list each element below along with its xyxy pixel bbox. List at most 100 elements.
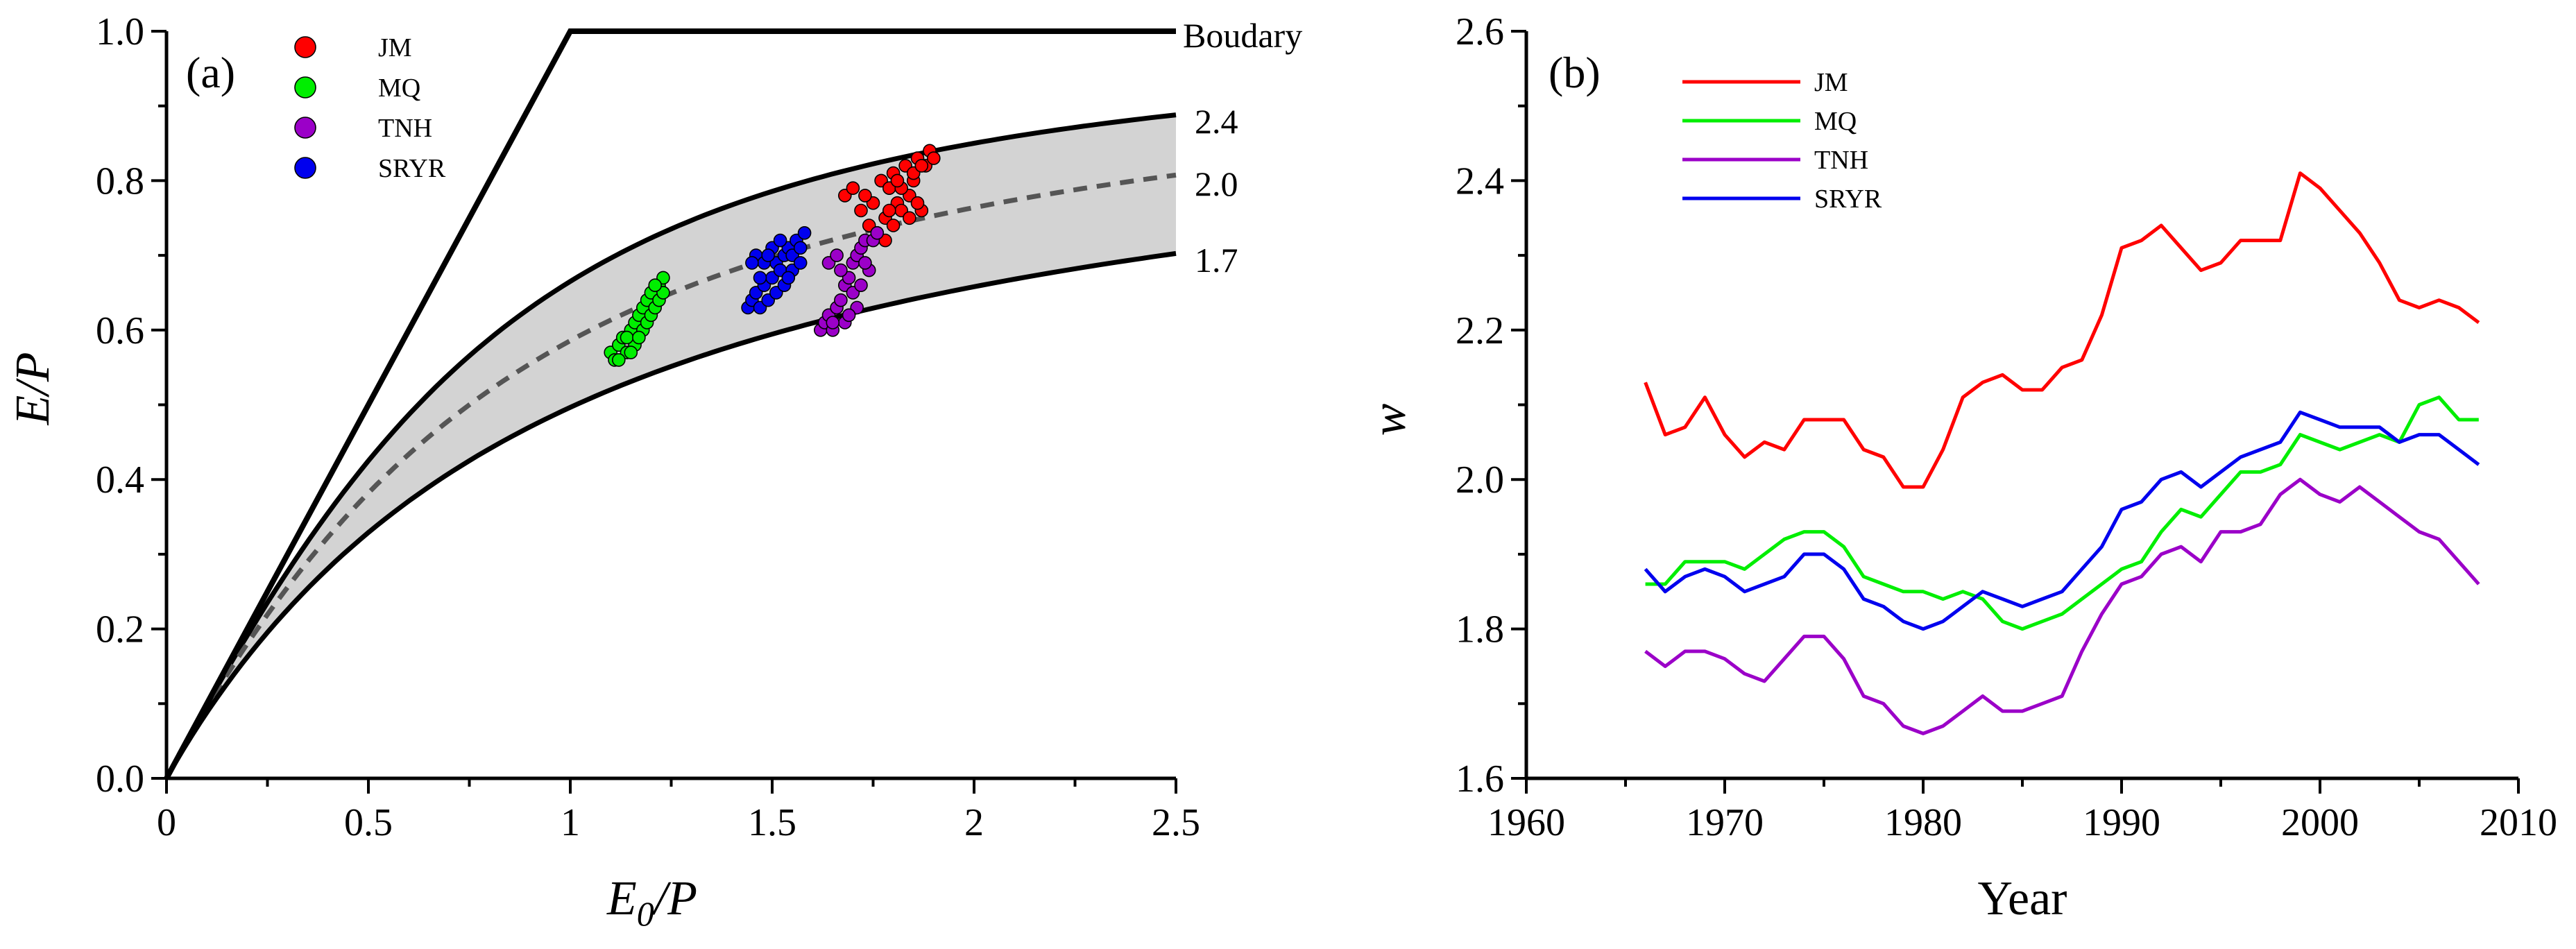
x-tick-label: 2.5 (1152, 801, 1200, 844)
y-tick-label: 1.8 (1456, 608, 1504, 651)
y-tick-label: 0.4 (96, 459, 144, 502)
point-sryr (753, 271, 767, 285)
y-tick-label: 2.4 (1456, 160, 1504, 203)
shaded-band-area (167, 114, 1176, 779)
y-tick-label: 1.6 (1456, 758, 1504, 801)
point-tnh (842, 308, 856, 323)
legend-marker-jm (294, 36, 316, 58)
legend-label-jm: JM (378, 33, 412, 62)
series-line-tnh (1644, 477, 2480, 735)
curve-w-1-7 (164, 250, 1177, 780)
legend-label-mq: MQ (378, 74, 420, 103)
legend-marker-tnh (294, 117, 316, 139)
point-sryr (761, 248, 775, 262)
point-tnh (858, 256, 872, 270)
series-line-jm (1644, 171, 2480, 489)
point-tnh (834, 263, 848, 277)
point-tnh (834, 293, 848, 307)
series-jm-points (838, 144, 941, 248)
point-sryr (793, 256, 808, 270)
point-jm (890, 173, 905, 188)
curve-w-2 (164, 172, 1177, 780)
boundary-line (164, 28, 1176, 780)
curve-label-1-7: 1.7 (1195, 241, 1238, 280)
panel-b-line-chart: 1960 1970 1980 1990 2000 2010 1.6 1.8 2.0 2.2 2.4 2… (1363, 10, 2557, 925)
y-tick-label: 1.0 (96, 10, 144, 53)
panel-a-label: (a) (186, 48, 235, 97)
x-axis-title: E0/P (606, 872, 697, 933)
y-axis-title: E/P (6, 352, 60, 426)
point-mq (620, 330, 634, 345)
x-tick-label: 1960 (1487, 801, 1565, 844)
point-jm (910, 196, 925, 210)
panel-a-scatter-chart: 0 0.5 1 1.5 2 2.5 0.0 0.2 0.4 0.6 0.8 1.0 (a) Bouda… (6, 10, 1302, 933)
point-jm (914, 159, 929, 173)
y-tick-label: 0.2 (96, 608, 144, 651)
panel-a-axes: 0 0.5 1 1.5 2 2.5 0.0 0.2 0.4 0.6 0.8 1.0 (96, 10, 1200, 844)
point-mq (611, 353, 626, 367)
curve-label-2-4: 2.4 (1195, 102, 1238, 141)
series-sryr-points (741, 225, 812, 315)
budyko-curves (164, 28, 1177, 780)
curve-label-2-0: 2.0 (1195, 164, 1238, 203)
x-axis-title-sub: 0 (637, 894, 654, 933)
x-tick-label: 0 (157, 801, 176, 844)
x-axis-title-main: E (606, 872, 637, 925)
point-tnh (854, 278, 868, 293)
y-tick-label: 2.2 (1456, 309, 1504, 352)
point-sryr (797, 225, 812, 240)
y-tick-label: 2.0 (1456, 459, 1504, 502)
legend-label-mq: MQ (1814, 107, 1857, 136)
shaded-band (167, 114, 1176, 779)
point-jm (846, 181, 860, 196)
x-axis-title: Year (1978, 872, 2067, 925)
series-tnh-points (814, 225, 885, 337)
x-tick-label: 2000 (2281, 801, 2359, 844)
series-mq-points (604, 271, 670, 367)
panel-a-labels: (a) Boudary 2.4 2.0 1.7 E0/P E/P (6, 16, 1302, 933)
x-axis-title-tail: /P (651, 872, 697, 925)
point-mq (624, 345, 638, 359)
x-tick-label: 2 (964, 801, 984, 844)
legend-label-tnh: TNH (378, 114, 432, 143)
y-tick-label: 0.8 (96, 160, 144, 203)
legend-marker-sryr (294, 157, 316, 179)
scatter-points (604, 144, 941, 367)
y-axis-title: w (1363, 403, 1416, 436)
point-jm (882, 203, 896, 218)
panel-a-legend: JM MQ TNH SRYR (294, 33, 446, 183)
x-tick-label: 1.5 (748, 801, 796, 844)
point-jm (854, 203, 868, 218)
point-sryr (773, 233, 787, 248)
boundary-label: Boudary (1183, 16, 1302, 55)
y-tick-label: 0.0 (96, 758, 144, 801)
legend-label-sryr: SRYR (1814, 185, 1882, 214)
x-tick-label: 1980 (1884, 801, 1962, 844)
legend-marker-mq (294, 76, 316, 99)
panel-b-label: (b) (1549, 48, 1601, 97)
point-jm (903, 211, 916, 225)
point-tnh (830, 248, 844, 262)
point-jm (858, 189, 872, 203)
point-jm (886, 219, 901, 232)
legend-label-sryr: SRYR (378, 154, 446, 183)
x-tick-label: 1990 (2083, 801, 2160, 844)
point-mq (632, 330, 646, 345)
panel-b-legend: JM MQ TNH SRYR (1682, 68, 1882, 214)
point-tnh (826, 316, 840, 330)
y-tick-label: 0.6 (96, 309, 144, 352)
point-jm (927, 151, 941, 165)
point-mq (648, 278, 663, 293)
x-tick-label: 1 (561, 801, 580, 844)
x-tick-label: 2010 (2480, 801, 2557, 844)
legend-label-jm: JM (1814, 68, 1848, 97)
series-line-sryr (1644, 410, 2480, 631)
panel-b-labels: (b) Year w (1363, 48, 2067, 925)
curve-w-2-4 (164, 112, 1177, 780)
x-tick-label: 0.5 (344, 801, 393, 844)
legend-label-tnh: TNH (1814, 146, 1868, 175)
y-tick-label: 2.6 (1456, 10, 1504, 53)
series-lines (1644, 171, 2480, 735)
